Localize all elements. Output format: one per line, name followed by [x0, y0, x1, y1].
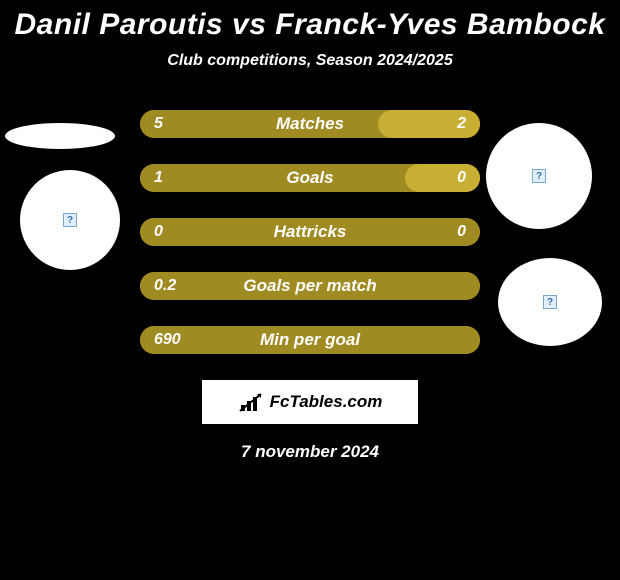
- stat-left-value: 1: [154, 169, 163, 187]
- broken-image-icon: ?: [543, 295, 557, 309]
- infographic-date: 7 november 2024: [0, 442, 620, 462]
- stat-label: Matches: [276, 114, 344, 134]
- stat-label: Goals: [286, 168, 333, 188]
- left-player-avatar: ?: [20, 170, 120, 270]
- fctables-logo[interactable]: FcTables.com: [202, 380, 418, 424]
- stat-left-value: 0.2: [154, 277, 176, 295]
- bar-chart-icon: [238, 391, 264, 413]
- stat-left-value: 0: [154, 223, 163, 241]
- broken-image-icon: ?: [63, 213, 77, 227]
- right-player-avatar-1: ?: [486, 123, 592, 229]
- logo-text: FcTables.com: [270, 392, 383, 412]
- stat-left-value: 690: [154, 331, 181, 349]
- stat-right-value: 0: [457, 223, 466, 241]
- page-subtitle: Club competitions, Season 2024/2025: [0, 52, 620, 70]
- stat-right-value: 0: [457, 169, 466, 187]
- stat-label: Hattricks: [274, 222, 347, 242]
- page-title: Danil Paroutis vs Franck-Yves Bambock: [0, 0, 620, 42]
- stat-bar-right-seg: [405, 164, 480, 192]
- stat-left-value: 5: [154, 115, 163, 133]
- stat-bar: 690 Min per goal: [140, 326, 480, 354]
- right-player-avatar-2: ?: [498, 258, 602, 346]
- left-player-shadow: [5, 123, 115, 149]
- broken-image-icon: ?: [532, 169, 546, 183]
- stat-label: Goals per match: [243, 276, 376, 296]
- stat-right-value: 2: [457, 115, 466, 133]
- stat-bar: 1 Goals 0: [140, 164, 480, 192]
- stat-bar: 5 Matches 2: [140, 110, 480, 138]
- stat-label: Min per goal: [260, 330, 360, 350]
- stat-bar: 0 Hattricks 0: [140, 218, 480, 246]
- stat-bar: 0.2 Goals per match: [140, 272, 480, 300]
